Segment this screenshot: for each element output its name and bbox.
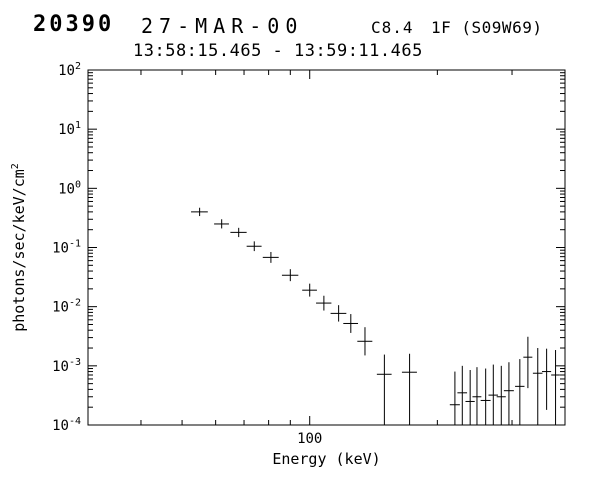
data-point [503, 362, 514, 425]
data-point [515, 359, 525, 425]
data-point [281, 269, 299, 282]
data-point [302, 283, 317, 297]
y-tick-label: 101 [58, 120, 81, 138]
data-point [480, 368, 491, 425]
y-axis-title: photons/sec/keV/cm2 [10, 163, 28, 332]
y-tick-label: 102 [58, 61, 81, 79]
y-tick-label: 10-3 [52, 357, 81, 375]
data-point [357, 327, 373, 356]
y-tick-label: 10-2 [52, 298, 81, 316]
flare-date: 27-MAR-00 [141, 14, 304, 38]
data-point [376, 354, 392, 425]
y-tick-label: 100 [58, 179, 81, 197]
data-point [465, 370, 475, 425]
data-point [343, 314, 359, 333]
data-point [551, 350, 560, 425]
data-point [230, 227, 247, 238]
data-point [316, 295, 332, 311]
goes-class: C8.4 [371, 18, 414, 37]
data-point [488, 364, 498, 425]
y-tick-label: 10-4 [52, 416, 81, 434]
data-point [330, 305, 347, 322]
data-point [246, 241, 262, 252]
data-point [457, 365, 468, 425]
data-point [191, 207, 208, 217]
data-point [541, 348, 552, 410]
flare-number: 20390 [33, 12, 115, 37]
data-point [472, 367, 482, 425]
data-point [214, 219, 229, 229]
data-point [523, 336, 533, 389]
x-tick-label: 100 [297, 431, 322, 447]
x-axis-title: Energy (keV) [272, 450, 380, 468]
data-point [496, 365, 506, 425]
y-tick-label: 10-1 [52, 239, 81, 257]
data-point [449, 371, 460, 425]
data-point [262, 251, 279, 263]
time-interval: 13:58:15.465 - 13:59:11.465 [133, 41, 423, 61]
data-point [532, 348, 543, 425]
optical-class-location: 1F (S09W69) [431, 18, 543, 37]
data-point [401, 353, 417, 425]
